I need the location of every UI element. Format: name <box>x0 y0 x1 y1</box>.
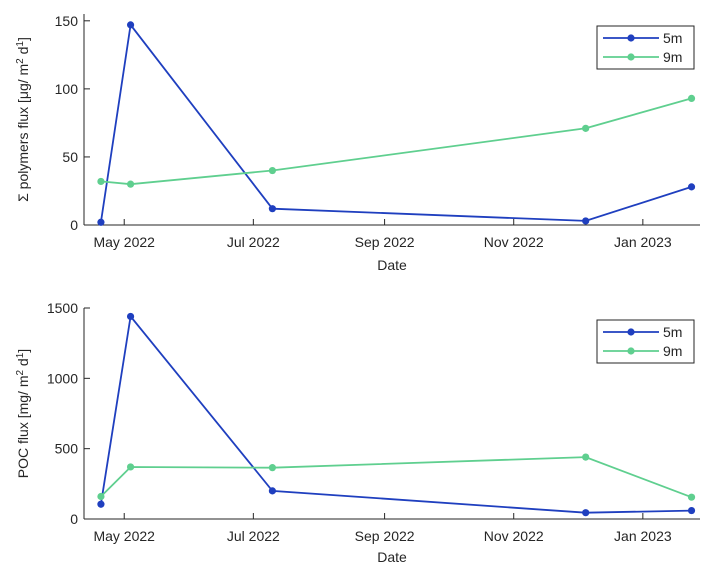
chart-panel-2: 0 500 1000 1500 May 2022 Jul 2022 Sep 2022 Nov … <box>15 300 700 565</box>
data-point <box>687 506 696 515</box>
y-tick-label: 150 <box>55 13 79 29</box>
legend-swatch-marker <box>627 53 635 61</box>
data-point <box>268 166 276 175</box>
y-tick-label: 500 <box>55 441 79 457</box>
y-tick-label: 100 <box>55 81 79 97</box>
series-line <box>100 456 692 499</box>
data-point <box>687 183 696 191</box>
y-axis-label-part: d <box>15 358 31 370</box>
data-point <box>126 180 135 188</box>
series-line <box>100 97 692 186</box>
y-tick-label: 0 <box>70 217 78 233</box>
x-tick-label: May 2022 <box>93 234 155 250</box>
x-tick-label: Jan 2023 <box>614 234 672 250</box>
data-point <box>268 205 276 213</box>
x-tick-label: Jan 2023 <box>614 528 672 544</box>
data-point <box>97 177 105 186</box>
x-tick-label: May 2022 <box>93 528 155 544</box>
y-tick-label: 50 <box>62 149 78 165</box>
y-axis-label: Σ polymers flux [μg/ m2 d1] <box>15 37 32 202</box>
series-9m <box>97 453 696 501</box>
chart-panel-1: 0 50 100 150 May 2022 Jul 2022 Sep 2022 Nov 202… <box>15 13 700 273</box>
x-tick-label: Jul 2022 <box>227 528 280 544</box>
data-point <box>687 493 696 501</box>
y-tick-label: 0 <box>70 511 78 527</box>
legend-entry-label: 5m <box>663 324 682 340</box>
y-tick-label: 1000 <box>47 370 78 386</box>
legend-box <box>596 319 695 364</box>
data-point <box>268 487 276 495</box>
x-axis-label: Date <box>377 549 407 565</box>
legend-box <box>596 25 695 70</box>
x-tick-label: Sep 2022 <box>355 528 415 544</box>
legend-swatch-marker <box>627 34 635 42</box>
y-axis-label-part: ] <box>15 349 31 353</box>
data-point <box>126 312 135 321</box>
y-axis-label-superscript: 2 <box>15 370 26 376</box>
y-axis-label-superscript: 2 <box>15 58 26 64</box>
data-point <box>687 94 696 102</box>
x-tick-label: Jul 2022 <box>227 234 280 250</box>
legend-entry-label: 9m <box>663 49 682 65</box>
series-5m <box>97 21 696 226</box>
x-tick-label: Nov 2022 <box>484 234 544 250</box>
series-5m <box>97 312 696 517</box>
y-axis-label-part: ] <box>15 37 31 41</box>
y-axis-label-superscript: 1 <box>15 41 26 47</box>
x-axis-label: Date <box>377 257 407 273</box>
legend-entry-label: 5m <box>663 30 682 46</box>
data-point <box>582 509 590 517</box>
data-point <box>97 218 105 226</box>
data-point <box>582 217 590 225</box>
data-point <box>268 464 276 472</box>
data-point <box>126 21 135 29</box>
data-point <box>126 463 135 471</box>
legend-swatch-marker <box>627 347 635 355</box>
data-point <box>582 453 590 461</box>
x-tick-label: Sep 2022 <box>355 234 415 250</box>
data-point <box>97 492 105 501</box>
y-axis-label-part: POC flux [mg/ m <box>15 376 31 479</box>
series-9m <box>97 94 696 188</box>
legend-entry-label: 9m <box>663 343 682 359</box>
data-point <box>582 124 590 132</box>
y-axis-label-part: Σ polymers flux [μg/ m <box>15 64 31 202</box>
x-tick-label: Nov 2022 <box>484 528 544 544</box>
y-axis-label-part: d <box>15 47 31 59</box>
data-point <box>97 500 105 508</box>
y-tick-label: 1500 <box>47 300 78 316</box>
legend-swatch-marker <box>627 328 635 336</box>
y-axis-label: POC flux [mg/ m2 d1] <box>15 349 32 478</box>
y-axis-label-superscript: 1 <box>15 352 26 358</box>
